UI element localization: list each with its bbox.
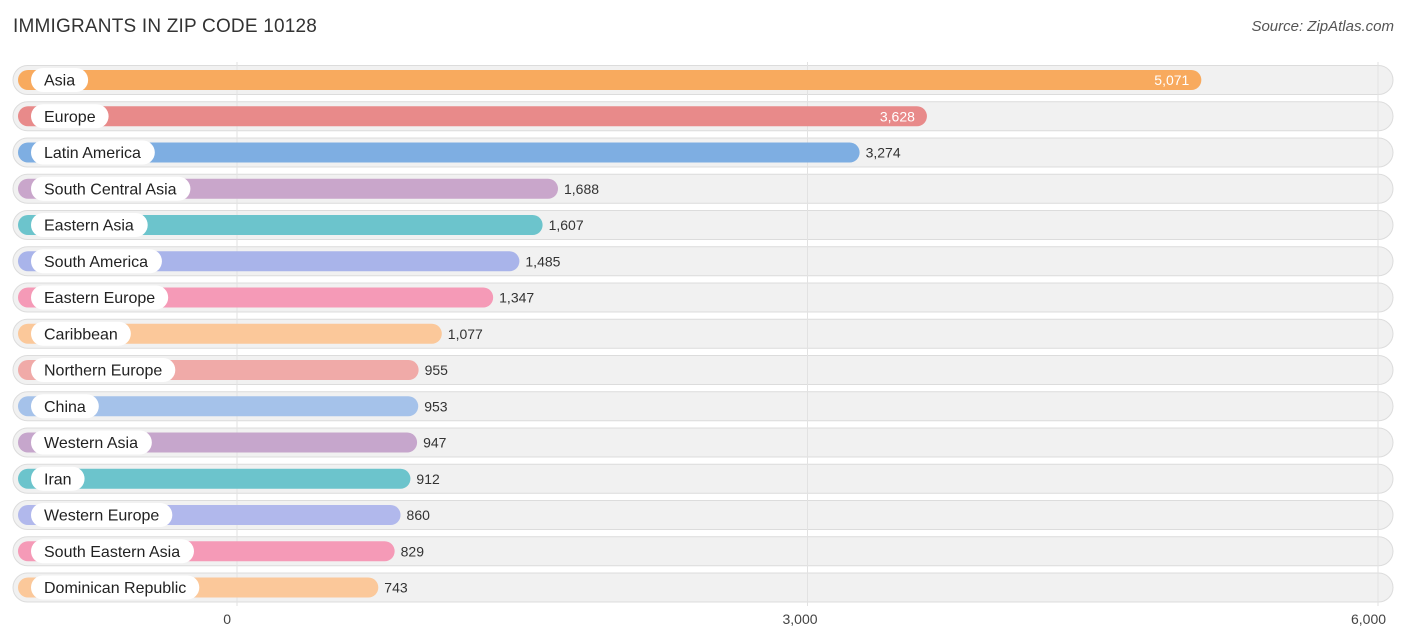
value-label: 743 (384, 580, 408, 596)
bar (18, 215, 543, 235)
bar (18, 396, 419, 417)
x-tick-label: 6,000 (1351, 611, 1386, 627)
value-label: 1,688 (564, 181, 599, 197)
bar (18, 70, 1202, 90)
bar-group: Iran 912 (18, 466, 440, 491)
category-label: Europe (44, 109, 96, 126)
bar-group: Dominican Republic 743 (18, 575, 408, 600)
category-label: Northern Europe (44, 363, 162, 380)
value-label: 3,628 (880, 108, 915, 124)
bar-group: China 953 (18, 394, 448, 419)
category-label: Western Europe (44, 508, 159, 525)
value-label: 953 (424, 398, 448, 414)
category-label: Caribbean (44, 326, 118, 343)
value-label: 955 (425, 362, 449, 378)
bar-group: South Eastern Asia 829 (18, 539, 425, 564)
category-label: South Eastern Asia (44, 544, 180, 561)
category-label: Iran (44, 471, 72, 488)
x-tick-label: 0 (223, 611, 231, 627)
value-label: 1,347 (499, 290, 534, 306)
value-label: 3,274 (866, 145, 901, 161)
bar-group: Northern Europe 955 (18, 358, 448, 382)
category-label: South America (44, 254, 148, 271)
bar (18, 106, 927, 127)
category-label: Dominican Republic (44, 580, 186, 597)
x-axis-ticks: 0 3,000 6,000 (223, 611, 1386, 627)
bar-group: Asia 5,071 (18, 68, 1202, 92)
bar-group: Eastern Asia 1,607 (18, 213, 584, 237)
category-label-pill (31, 285, 169, 310)
category-label-pill (31, 503, 173, 527)
category-label-pill (31, 430, 152, 455)
value-label: 912 (416, 471, 440, 487)
category-label-pill (31, 394, 99, 419)
category-label-pill (31, 539, 194, 564)
x-tick-label: 3,000 (783, 611, 818, 627)
bar-group: Caribbean 1,077 (18, 321, 483, 346)
category-label: Latin America (44, 145, 141, 162)
bar-group: Western Asia 947 (18, 430, 447, 455)
category-label: Eastern Asia (44, 218, 134, 235)
category-label: Eastern Europe (44, 290, 155, 307)
value-label: 1,077 (448, 326, 483, 342)
category-label: Western Asia (44, 435, 138, 452)
value-label: 829 (401, 543, 425, 559)
category-label-pill (31, 321, 131, 346)
category-label: China (44, 399, 86, 416)
value-label: 860 (407, 507, 431, 523)
bars: Asia 5,071 Europe 3,628 Latin America 3,274 So… (18, 68, 1202, 600)
bar-group: South Central Asia 1,688 (18, 176, 599, 201)
category-label-pill (31, 176, 191, 201)
category-label-pill (31, 249, 162, 274)
value-label: 947 (423, 435, 447, 451)
category-label-pill (31, 140, 155, 165)
bar-group: Latin America 3,274 (18, 140, 901, 165)
bar (18, 142, 860, 163)
bar-group: Eastern Europe 1,347 (18, 285, 534, 310)
value-label: 1,485 (525, 253, 560, 269)
category-label-pill (31, 213, 148, 237)
category-label-pill (31, 68, 89, 92)
category-label: Asia (44, 73, 75, 90)
category-label-pill (31, 466, 85, 491)
bar (18, 468, 411, 489)
bar-group: Europe 3,628 (18, 104, 927, 129)
category-label-pill (31, 358, 176, 382)
bar-group: Western Europe 860 (18, 503, 430, 527)
category-label: South Central Asia (44, 181, 177, 198)
source-credit: Source: ZipAtlas.com (1251, 18, 1394, 35)
category-label-pill (31, 104, 109, 129)
chart-title: IMMIGRANTS IN ZIP CODE 10128 (13, 16, 318, 37)
category-label-pill (31, 575, 200, 600)
value-label: 1,607 (549, 217, 584, 233)
bar-group: South America 1,485 (18, 249, 561, 274)
value-label: 5,071 (1154, 72, 1189, 88)
